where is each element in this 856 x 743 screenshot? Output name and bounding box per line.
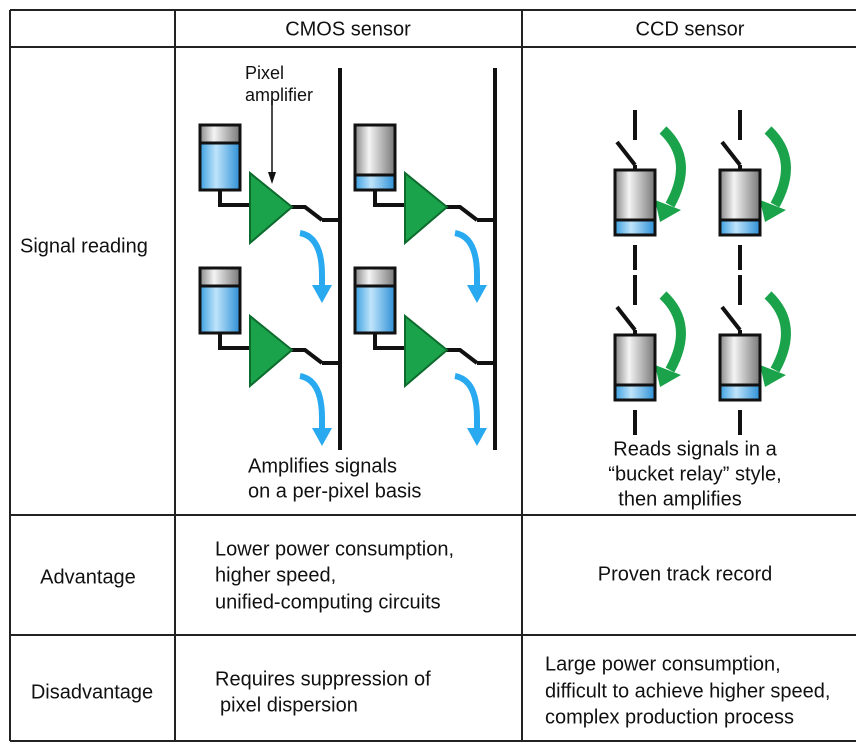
cell-text: Requires suppression of (215, 668, 431, 690)
cell-text: Large power consumption, (545, 653, 781, 675)
caption: Amplifies signals (248, 455, 397, 477)
caption: then amplifies (618, 488, 741, 510)
caption: “bucket relay” style, (608, 463, 781, 485)
cell-text: complex production process (545, 706, 794, 728)
row-label: Disadvantage (31, 681, 153, 703)
column-header: CMOS sensor (285, 18, 411, 40)
cell-text: higher speed, (215, 564, 336, 586)
cell-text: Lower power consumption, (215, 538, 454, 560)
table-grid (9, 9, 856, 742)
annotation: Pixel (245, 63, 284, 83)
cell-text: difficult to achieve higher speed, (545, 680, 830, 702)
column-header: CCD sensor (636, 18, 745, 40)
annotation: amplifier (245, 85, 313, 105)
ccd-diagram (615, 110, 786, 435)
caption: on a per-pixel basis (248, 480, 421, 502)
row-label: Signal reading (20, 235, 148, 257)
cmos-diagram (198, 68, 495, 450)
cell-text: Proven track record (598, 563, 773, 585)
cell-text: unified-computing circuits (215, 591, 441, 613)
row-label: Advantage (40, 566, 136, 588)
cell-text: pixel dispersion (220, 694, 358, 716)
caption: Reads signals in a (613, 438, 777, 460)
